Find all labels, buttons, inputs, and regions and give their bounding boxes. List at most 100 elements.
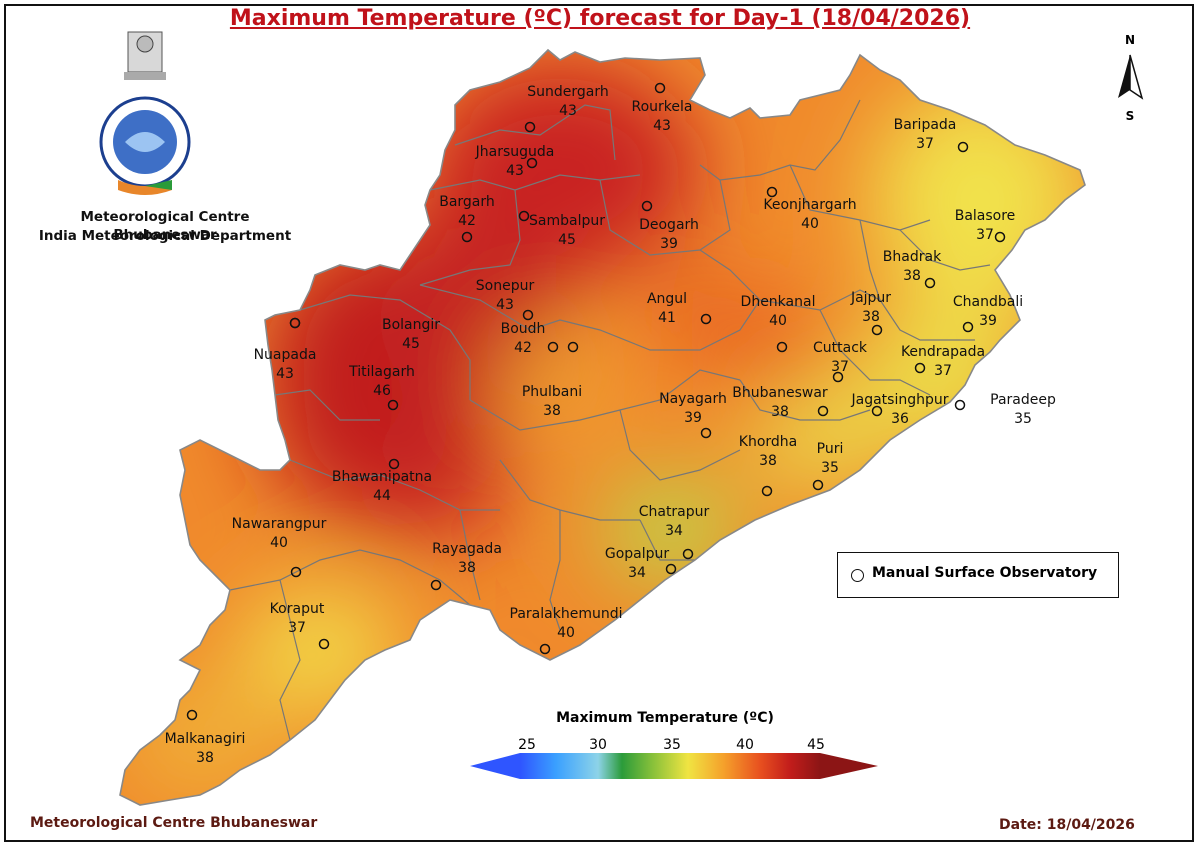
station-temperature: 39	[684, 410, 702, 426]
observatory-marker	[186, 709, 198, 721]
station-temperature: 46	[373, 383, 391, 399]
station-name: Rayagada	[432, 541, 502, 557]
observatory-marker	[962, 321, 974, 333]
station-label: Bhubaneswar 38	[732, 384, 827, 422]
station-label: Khordha 38	[739, 433, 797, 471]
colorbar-low-arrow	[470, 753, 520, 779]
station-name: Bargarh	[439, 194, 495, 210]
station-temperature: 37	[976, 227, 994, 243]
station-temperature: 37	[831, 359, 849, 375]
station-name: Paralakhemundi	[509, 606, 623, 622]
observatory-marker	[654, 82, 666, 94]
colorbar-tick: 40	[736, 737, 754, 753]
station-label: Dhenkanal 40	[741, 293, 816, 331]
station-label: Kendrapada 37	[901, 343, 985, 381]
observatory-marker	[547, 341, 559, 353]
station-name: Jajpur	[850, 290, 892, 306]
station-temperature: 38	[196, 750, 214, 766]
station-label: Bhadrak 38	[883, 248, 941, 286]
district-boundaries	[229, 99, 991, 741]
station-label: Bolangir 45	[382, 316, 440, 354]
legend-label: Manual Surface Observatory	[872, 565, 1098, 581]
station-name: Rourkela	[631, 99, 693, 115]
observatory-marker	[289, 317, 301, 329]
station-label: Chatrapur 34	[639, 503, 710, 541]
station-label: Malkanagiri 38	[165, 730, 246, 768]
colorbar-high-arrow	[820, 753, 878, 779]
observatory-marker	[924, 277, 936, 289]
observatory-marker	[871, 324, 883, 336]
station-name: Sundergarh	[527, 84, 609, 100]
observatory-marker	[665, 563, 677, 575]
station-temperature: 39	[979, 313, 997, 329]
station-name: Nayagarh	[659, 391, 727, 407]
station-temperature: 43	[653, 118, 671, 134]
station-name: Puri	[816, 441, 844, 457]
station-name: Phulbani	[521, 384, 583, 400]
observatory-marker	[641, 200, 653, 212]
station-temperature: 35	[821, 460, 839, 476]
observatory-marker	[461, 231, 473, 243]
observatory-marker	[776, 341, 788, 353]
station-label: Jajpur 38	[851, 289, 891, 327]
station-name: Balasore	[954, 208, 1016, 224]
observatory-marker	[914, 362, 926, 374]
colorbar-tick: 35	[663, 737, 681, 753]
station-name: Nawarangpur	[231, 516, 327, 532]
station-temperature: 41	[658, 310, 676, 326]
observatory-marker	[539, 643, 551, 655]
station-name: Titilagarh	[349, 364, 415, 380]
station-label: Sundergarh 43	[527, 83, 609, 121]
compass-south: S	[1126, 109, 1135, 123]
station-label: Titilagarh 46	[349, 363, 415, 401]
station-name: Paradeep	[990, 392, 1056, 408]
station-name: Boudh	[500, 321, 546, 337]
station-temperature: 36	[891, 411, 909, 427]
imd-logo	[99, 31, 191, 195]
station-temperature: 37	[288, 620, 306, 636]
observatory-marker	[524, 121, 536, 133]
station-name: Bolangir	[381, 317, 441, 333]
org-line1: Meteorological Centre Bhubaneswar	[80, 209, 250, 243]
observatory-marker	[682, 548, 694, 560]
station-label: Nuapada 43	[254, 346, 317, 384]
station-name: Bhadrak	[882, 249, 942, 265]
station-name: Deogarh	[639, 217, 699, 233]
station-name: Sambalpur	[529, 213, 605, 229]
observatory-marker	[318, 638, 330, 650]
station-name: Dhenkanal	[740, 294, 816, 310]
station-label: Cuttack 37	[813, 339, 867, 377]
observatory-marker	[812, 479, 824, 491]
station-label: Paradeep 35	[990, 391, 1056, 429]
station-temperature: 38	[759, 453, 777, 469]
station-label: Bhawanipatna 44	[332, 468, 432, 506]
observatory-icon	[851, 569, 864, 582]
station-name: Kendrapada	[900, 344, 986, 360]
observatory-marker	[518, 210, 530, 222]
observatory-marker	[832, 371, 844, 383]
observatory-marker	[954, 399, 966, 411]
station-label: Gopalpur 34	[605, 545, 669, 583]
observatory-marker	[290, 566, 302, 578]
observatory-marker	[430, 579, 442, 591]
observatory-marker	[700, 427, 712, 439]
observatory-marker	[817, 405, 829, 417]
station-label: Sambalpur 45	[529, 212, 605, 250]
station-label: Bargarh 42	[439, 193, 495, 231]
footer-date: Date: 18/04/2026	[999, 817, 1135, 833]
org-line2: India Meteorological Department	[38, 228, 292, 244]
station-temperature: 38	[903, 268, 921, 284]
station-label: Puri 35	[817, 440, 844, 478]
station-temperature: 37	[916, 136, 934, 152]
station-label: Balasore 37	[955, 207, 1016, 245]
observatory-marker	[388, 458, 400, 470]
station-temperature: 40	[557, 625, 575, 641]
observatory-marker	[994, 231, 1006, 243]
colorbar-tick: 25	[518, 737, 536, 753]
station-name: Chatrapur	[638, 504, 710, 520]
station-temperature: 45	[558, 232, 576, 248]
station-temperature: 42	[514, 340, 532, 356]
station-temperature: 39	[660, 236, 678, 252]
station-name: Nuapada	[253, 347, 317, 363]
